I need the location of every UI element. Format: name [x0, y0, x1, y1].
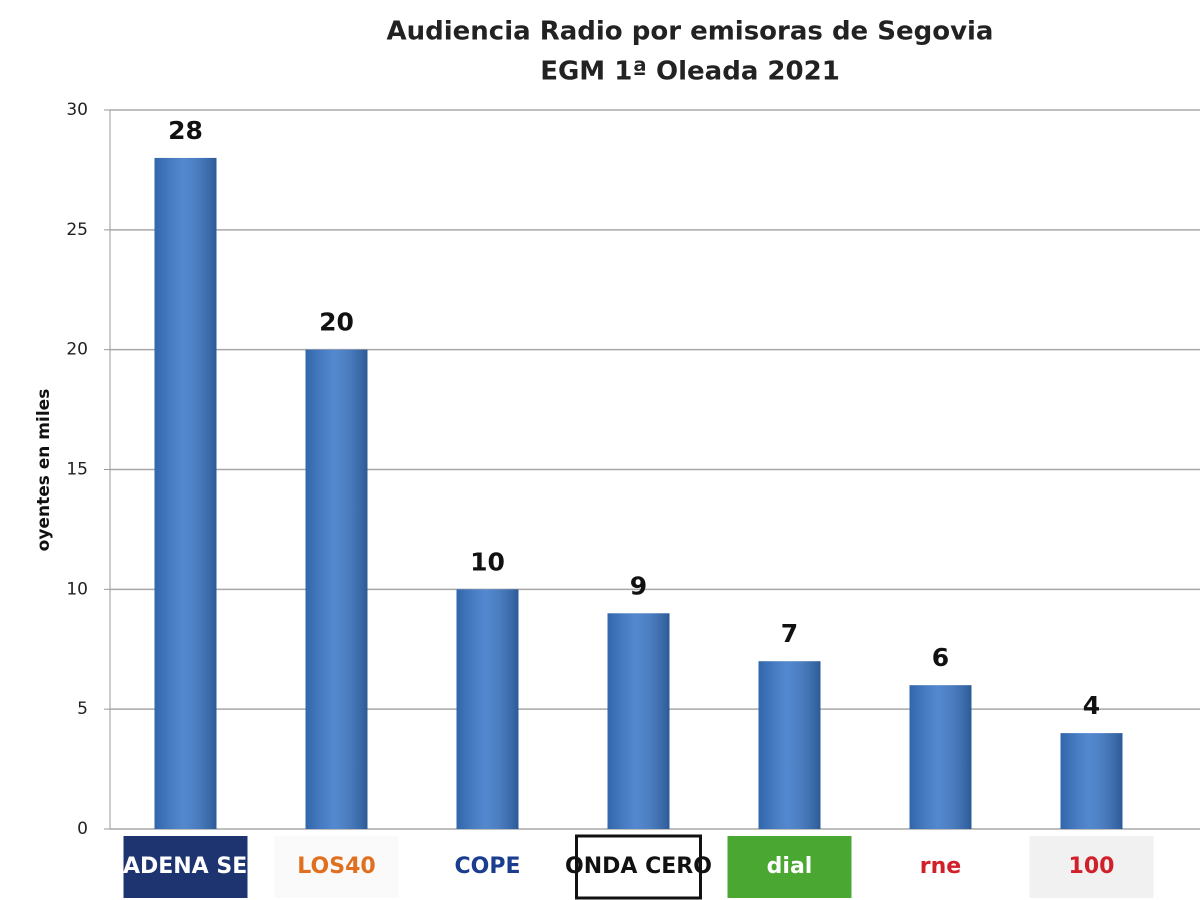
- y-tick-label: 15: [66, 460, 88, 480]
- value-label: 20: [319, 308, 354, 337]
- category-logo: [274, 836, 399, 898]
- y-tick-label: 0: [77, 819, 88, 839]
- value-label: 6: [932, 643, 949, 672]
- value-label: 4: [1083, 691, 1100, 720]
- y-tick-label: 5: [77, 699, 88, 719]
- category-logo: [1029, 836, 1154, 898]
- x-tick-label: CADENA SER: [107, 854, 264, 879]
- y-tick-label: 30: [66, 100, 88, 120]
- x-tick-label: dial: [767, 854, 813, 879]
- bar: [154, 157, 217, 829]
- bar: [909, 685, 972, 829]
- chart-title: Audiencia Radio por emisoras de Segovia: [387, 17, 994, 47]
- value-label: 10: [470, 547, 505, 576]
- y-tick-label: 10: [66, 579, 88, 599]
- bar: [607, 613, 670, 829]
- chart-subtitle: EGM 1ª Oleada 2021: [540, 57, 840, 87]
- bar: [456, 589, 519, 829]
- value-label: 28: [168, 116, 203, 145]
- category-logo: [878, 836, 1003, 898]
- x-tick-label: rne: [920, 854, 961, 879]
- bar: [1060, 733, 1123, 829]
- y-tick-label: 25: [66, 220, 88, 240]
- bar: [758, 661, 821, 829]
- category-logo: [123, 836, 248, 898]
- value-label: 7: [781, 619, 798, 648]
- category-logo: [425, 836, 550, 898]
- category-logo: [575, 834, 702, 900]
- x-tick-label: COPE: [455, 854, 521, 879]
- y-tick-label: 20: [66, 340, 88, 360]
- y-axis-label: oyentes en miles: [34, 389, 54, 552]
- x-tick-label: 100: [1069, 854, 1115, 879]
- x-tick-label: ONDA CERO: [565, 854, 712, 879]
- value-label: 9: [630, 571, 647, 600]
- bar: [305, 349, 368, 829]
- x-tick-label: LOS40: [297, 854, 375, 879]
- category-logo: [727, 836, 852, 898]
